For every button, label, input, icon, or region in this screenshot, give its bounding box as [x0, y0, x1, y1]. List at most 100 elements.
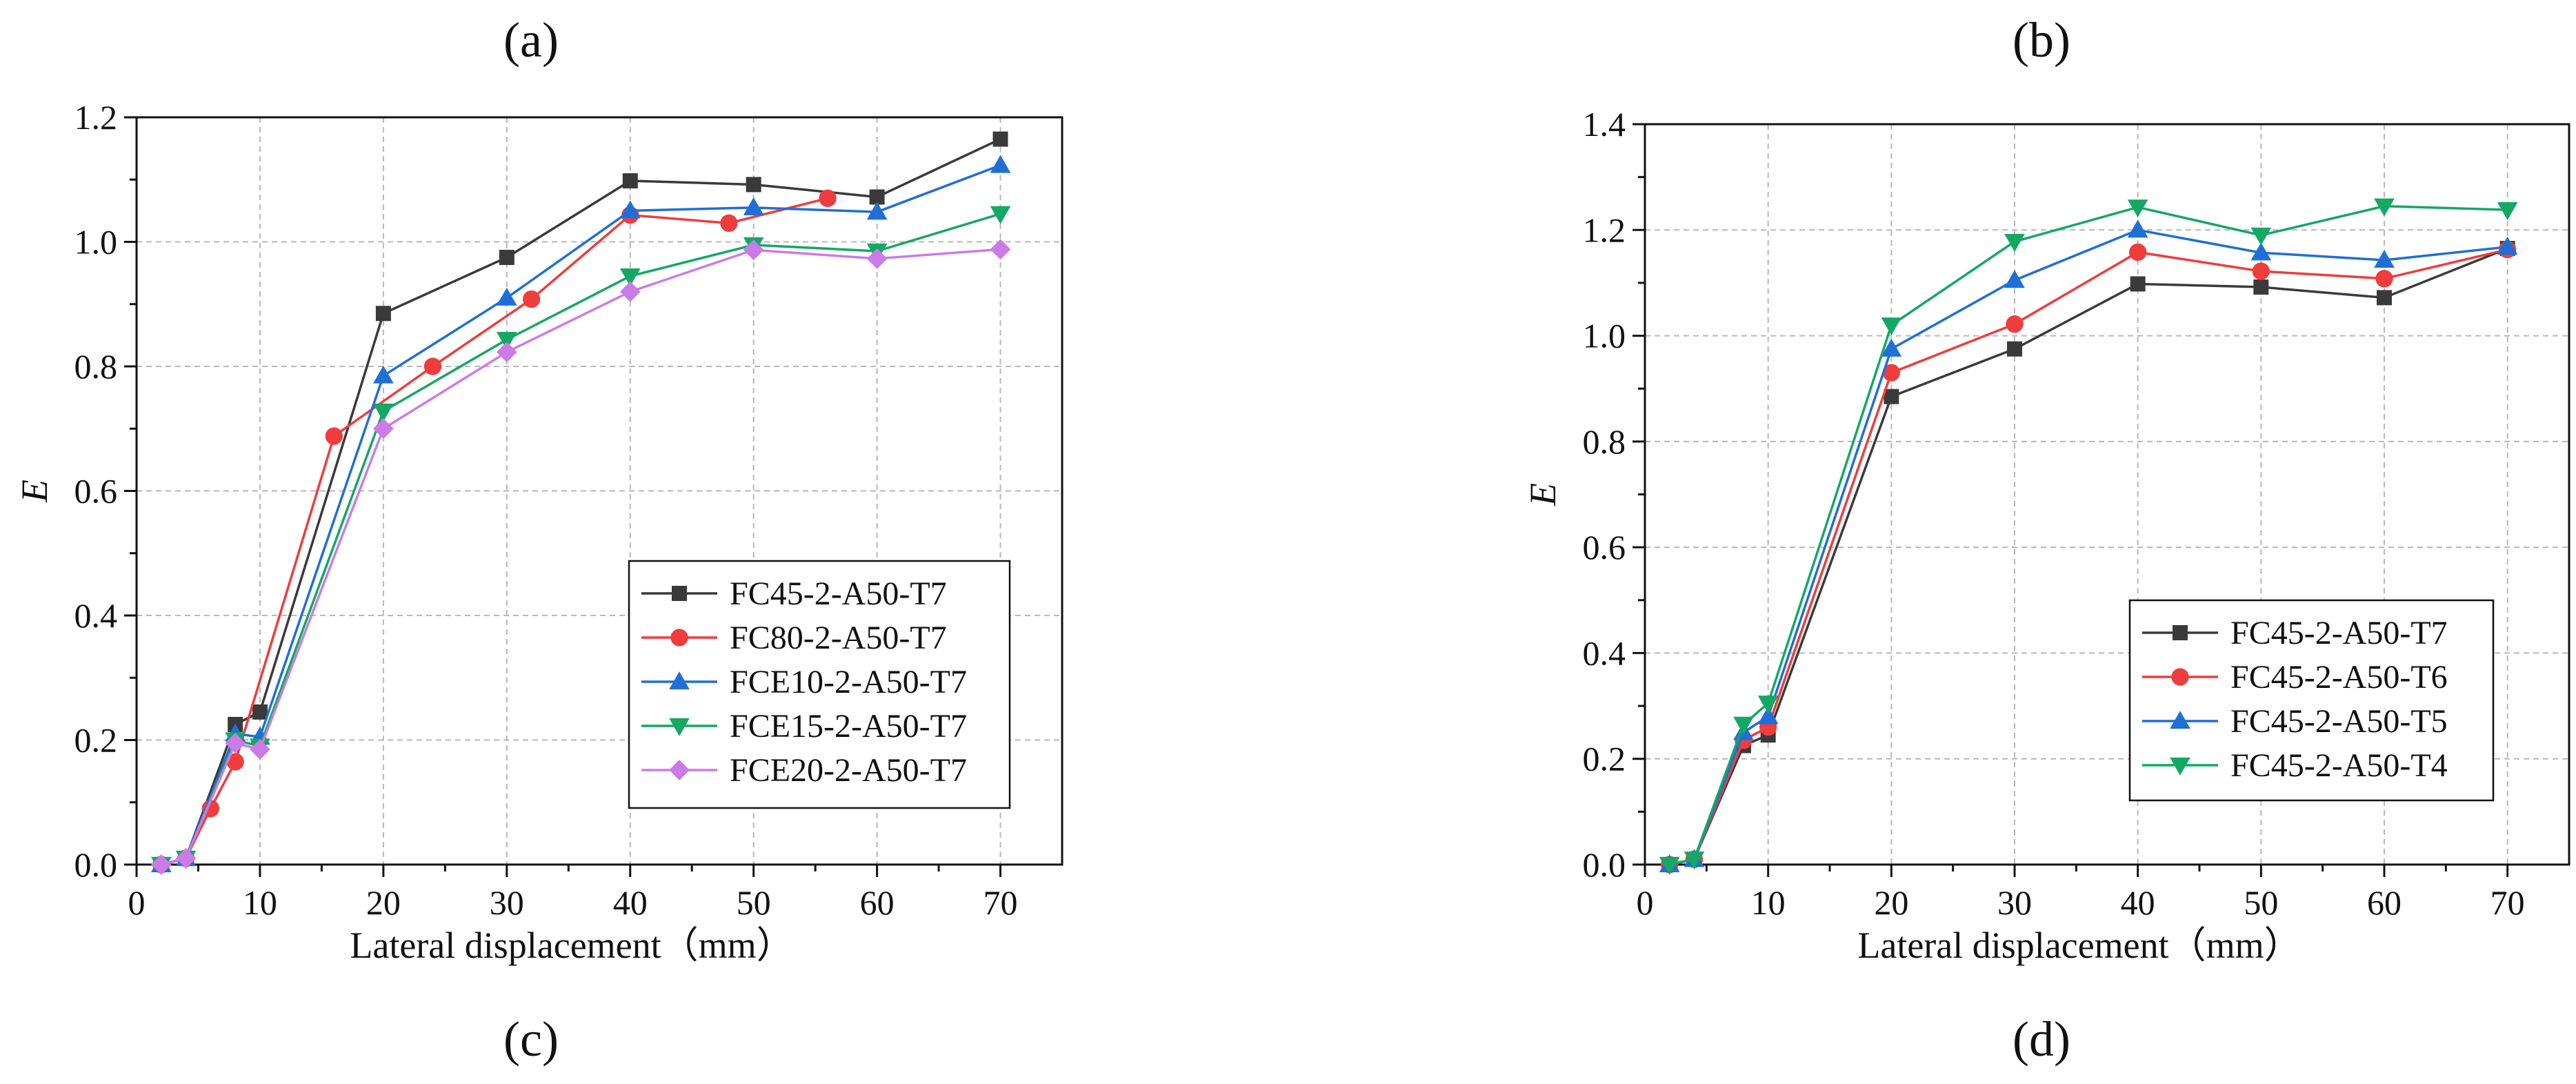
chart-right-xtick-label-6: 60 — [2367, 883, 2402, 922]
chart-right-series-1-point-6 — [2129, 243, 2147, 262]
chart-right-series-3-point-2 — [1733, 716, 1754, 735]
chart-right-series-3-point-8 — [2374, 198, 2395, 217]
chart-left-series-1-point-4 — [325, 427, 343, 445]
chart-right-ytick-label-5: 1.0 — [1583, 317, 1626, 355]
chart-left-series-4-point-6 — [619, 281, 641, 302]
chart-left-series-4-point-9 — [990, 239, 1011, 260]
chart-right-series-2-point-6 — [2127, 219, 2148, 238]
chart-left-series-4-point-1 — [175, 848, 197, 869]
chart-right-legend-marker-3 — [2170, 757, 2190, 776]
chart-right-xtick-label-3: 30 — [1997, 883, 2032, 922]
chart-right-xtick-label-7: 70 — [2490, 883, 2525, 922]
chart-left-series-0-line — [161, 138, 1001, 866]
chart-left-legend-marker-1 — [670, 629, 688, 647]
chart-left-xtick-label-6: 60 — [860, 883, 895, 922]
chart-left-series-1-point-8 — [720, 214, 738, 233]
chart-right-xlabel: Lateral displacement（mm） — [1857, 925, 2301, 966]
chart-left-ytick-label-5: 1.0 — [74, 223, 118, 262]
panel-label-a: (a) — [503, 12, 559, 68]
chart-right-legend-marker-0 — [2173, 625, 2188, 640]
chart-left-series-0-point-6 — [622, 173, 638, 189]
chart-right-series-2-point-5 — [2004, 270, 2025, 288]
chart-left-ytick-label-6: 1.2 — [74, 98, 118, 137]
chart-right-series-0-point-5 — [2007, 341, 2022, 357]
chart-right-legend-label-0: FC45-2-A50-T7 — [2230, 615, 2448, 651]
chart-right-series-2-point-9 — [2497, 236, 2518, 255]
chart-right-ytick-label-2: 0.4 — [1583, 633, 1626, 672]
chart-left-series-2-point-5 — [496, 287, 517, 306]
chart-right-legend-label-2: FC45-2-A50-T5 — [2230, 703, 2448, 740]
chart-right-xtick-label-5: 50 — [2244, 883, 2278, 922]
chart-left-series-0-point-9 — [992, 131, 1008, 147]
chart-left-xtick-label-2: 20 — [366, 883, 401, 922]
chart-left-series-4-point-7 — [743, 239, 764, 261]
chart-left-xtick-label-5: 50 — [737, 883, 771, 922]
chart-left-legend-label-4: FCE20-2-A50-T7 — [730, 752, 967, 789]
chart-left-xtick-label-3: 30 — [490, 883, 524, 922]
chart-left-series-3-point-4 — [373, 403, 394, 422]
chart-left-series-2-point-9 — [990, 155, 1011, 173]
chart-right-ytick-label-1: 0.2 — [1583, 740, 1626, 778]
chart-left-xtick-label-7: 70 — [984, 883, 1018, 922]
panel-label-b: (b) — [2013, 12, 2070, 68]
chart-left-series-4-point-4 — [373, 418, 394, 440]
chart-left-series-4-line — [161, 248, 1001, 866]
chart-right-xtick-label-0: 0 — [1637, 883, 1654, 922]
chart-left-ytick-label-0: 0.0 — [74, 845, 118, 884]
chart-right-series-3-point-3 — [1757, 696, 1779, 714]
chart-left-ytick-label-2: 0.4 — [74, 596, 118, 635]
panel-label-c: (c) — [503, 1012, 559, 1067]
chart-left-xlabel: Lateral displacement（mm） — [350, 925, 793, 966]
chart-left-ytick-label-1: 0.2 — [74, 721, 118, 760]
chart-left: 0 10 20 30 40 50 60 70 0.0 0.2 0.4 0.6 0.8 1.0 1.2 Late… — [14, 98, 1064, 966]
chart-right-series-3-point-4 — [1881, 317, 1902, 336]
chart-left-series-2-point-8 — [866, 201, 888, 220]
chart-left-ylabel: E — [14, 480, 55, 503]
chart-right-legend-label-1: FC45-2-A50-T6 — [2230, 659, 2448, 696]
chart-right-legend-marker-1 — [2171, 668, 2189, 686]
chart-right-series-0-point-4 — [1884, 388, 1899, 404]
chart-left-legend-label-1: FC80-2-A50-T7 — [730, 620, 947, 656]
chart-right-ylabel: E — [1522, 483, 1564, 506]
chart-left-series-4-point-3 — [250, 739, 270, 760]
chart-right-series-3-point-7 — [2250, 227, 2272, 246]
chart-right-series-0-point-7 — [2253, 279, 2269, 295]
chart-left-series-1-line — [161, 197, 828, 866]
chart-left-series-3-point-9 — [990, 206, 1011, 224]
chart-right-series-2-point-7 — [2250, 242, 2272, 261]
chart-left-legend-label-3: FCE15-2-A50-T7 — [730, 708, 967, 745]
chart-left-legend-label-2: FCE10-2-A50-T7 — [730, 664, 967, 700]
chart-right-series-0-point-8 — [2377, 290, 2392, 306]
chart-left-legend-box — [628, 560, 1011, 809]
chart-left-legend-marker-0 — [672, 586, 687, 601]
chart-right-series-3-point-5 — [2004, 234, 2025, 252]
chart-right-series-2-point-3 — [1757, 706, 1779, 725]
chart-left-series-1-point-9 — [819, 189, 837, 207]
chart-right-series-1-point-8 — [2375, 270, 2393, 288]
chart-right-ytick-label-7: 1.4 — [1583, 105, 1626, 144]
chart-left-series-4-point-5 — [496, 342, 517, 363]
chart-right-xtick-label-4: 40 — [2121, 883, 2155, 922]
chart-left-ytick-label-3: 0.6 — [74, 472, 118, 511]
chart-left-series-3-point-6 — [619, 268, 641, 286]
chart-right-series-1-point-4 — [1882, 364, 1900, 382]
chart-right-xtick-label-2: 20 — [1874, 883, 1908, 922]
chart-left-series-2-point-4 — [373, 365, 394, 384]
chart-right-ytick-label-6: 1.2 — [1583, 210, 1626, 249]
chart-left-series-0-point-5 — [499, 250, 515, 266]
chart-right-series-3-line — [1669, 205, 2508, 866]
chart-right-series-1-point-5 — [2006, 315, 2024, 333]
chart-right-series-2-point-8 — [2374, 250, 2395, 268]
chart-left-legend-marker-2 — [669, 671, 690, 690]
chart-right-legend-marker-2 — [2170, 711, 2190, 729]
chart-right-ytick-label-0: 0.0 — [1583, 845, 1626, 884]
chart-right-series-1-line — [1669, 248, 2508, 866]
chart-left-series-0-point-7 — [746, 177, 761, 193]
chart-right-series-1-point-7 — [2252, 262, 2270, 280]
chart-right-series-3-point-6 — [2127, 199, 2148, 218]
chart-left-series-0-point-8 — [869, 189, 885, 205]
chart-left-series-4-point-0 — [150, 854, 172, 875]
chart-right-series-2-point-4 — [1881, 338, 1902, 357]
chart-right-series-3-point-0 — [1659, 856, 1680, 875]
